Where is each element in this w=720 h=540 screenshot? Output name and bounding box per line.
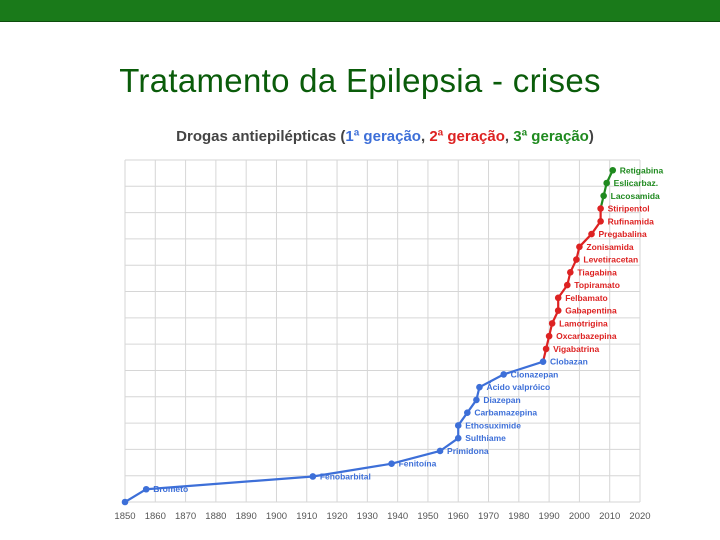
series-line-segment [123,488,148,504]
x-tick-label: 1910 [296,511,317,522]
data-point-label: Felbamato [565,293,608,303]
data-point-label: Carbamazepina [474,408,537,418]
data-point-label: Lamotrigina [559,318,608,328]
data-point-label: Tiagabina [577,267,617,277]
data-point [436,447,444,455]
data-point-label: Fenobarbital [320,471,371,481]
chart-title: Drogas antiepilépticas (1ª geração, 2ª g… [105,128,665,145]
data-point [597,217,604,225]
data-point [576,243,583,251]
x-tick-label: 1870 [175,511,196,522]
data-point-label: Vigabatrina [553,344,599,354]
data-point-label: Eslicarbaz. [614,178,658,188]
data-point [597,205,604,212]
data-point [600,192,607,200]
data-point [464,409,471,416]
x-tick-label: 1880 [205,511,226,522]
series-line-segment [390,449,442,465]
x-tick-label: 2000 [569,511,590,522]
data-point-label: Gabapentina [565,306,617,316]
chart-title-prefix: Drogas antiepilépticas ( [176,128,346,145]
chart-title-suffix: ) [588,128,594,145]
series-line-segment [478,373,505,389]
data-point-label: Ethosuximide [465,420,521,430]
x-tick-label: 1860 [145,511,166,522]
x-tick-label: 2020 [629,511,650,522]
x-tick-label: 1890 [236,511,257,522]
data-point [473,396,480,404]
data-point [588,230,595,238]
data-point [454,422,462,429]
data-point-label: Stiripentol [608,204,650,214]
data-point-origin [121,498,129,506]
x-tick-label: 1990 [539,511,560,522]
data-point [563,281,571,289]
x-tick-label: 1950 [417,511,438,522]
chart-title-gen1: 1ª geração [345,128,421,145]
data-point-label: Rufinamida [608,216,655,226]
chart-plot-area: 1850 1860 1870 1880 1890 1900 1910 1920 1930 1940… [114,159,664,522]
data-point [573,256,580,263]
data-point [567,269,574,276]
data-point [142,485,150,493]
chart-title-sep1: , [420,128,430,145]
slide-title: Tratamento da Epilepsia - crises [119,62,601,99]
series-line-segment [502,360,545,376]
series-line-segment [311,462,393,478]
x-tick-label: 1900 [266,511,287,522]
data-point [388,460,395,468]
data-point-label: Ácido valpróico [486,382,550,392]
data-point [554,307,562,314]
x-tick-label: 1980 [508,511,529,522]
data-point [454,434,462,442]
data-point [554,294,562,302]
data-point-label: Brometo [153,484,188,494]
data-point-label: Retigabina [620,165,664,175]
series-line-segment [438,437,460,453]
data-point-label: Clobazan [550,357,588,367]
data-point [545,332,553,340]
chart-title-sep2: , [504,128,514,145]
chart-title-gen2: 2ª geração [429,128,505,145]
x-tick-label: 1850 [114,511,135,522]
data-point [542,345,550,353]
chart: Drogas antiepilépticas (1ª geração, 2ª g… [105,120,665,530]
data-point [500,371,507,378]
data-point [309,473,317,480]
x-tick-label: 1920 [326,511,347,522]
data-point [539,358,547,365]
data-point-label: Clonazepan [511,369,559,379]
x-tick-label: 2010 [599,511,620,522]
data-point-label: Zonisamida [586,242,634,252]
x-tick-label: 1960 [448,511,469,522]
top-bar [0,0,720,22]
x-tick-label: 1930 [357,511,378,522]
data-point-label: Levetiracetan [583,255,638,265]
data-point-label: Lacosamida [611,191,660,201]
data-point-label: Oxcarbazepina [556,331,617,341]
data-point [476,383,483,391]
chart-title-gen3: 3ª geração [513,128,589,145]
data-point-label: Fenitoína [399,459,437,469]
data-point [548,320,556,327]
data-point-label: Sulthiame [465,433,506,443]
data-point-label: Topiramato [574,280,620,290]
x-tick-label: 1970 [478,511,499,522]
data-point [603,179,610,187]
series-line-segment [145,475,314,491]
data-point-label: Diazepan [483,395,520,405]
data-point [609,166,617,174]
x-tick-label: 1940 [387,511,408,522]
data-point-label: Primidona [447,446,489,456]
data-point-label: Pregabalina [599,229,647,239]
